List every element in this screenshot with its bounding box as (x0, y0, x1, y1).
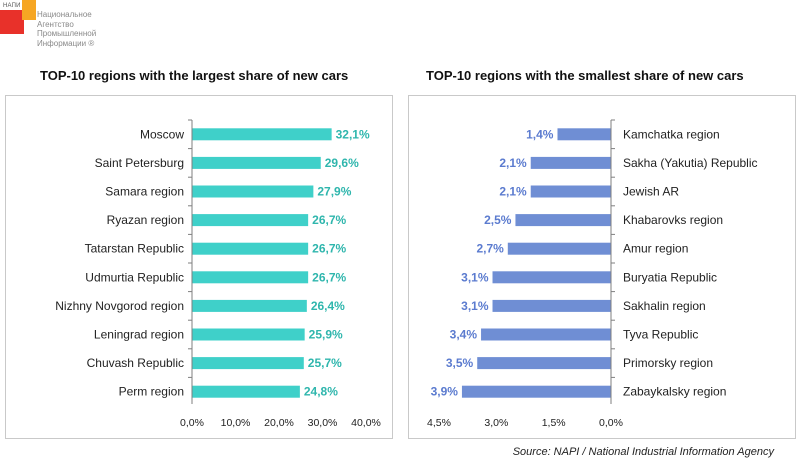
data-label: 3,5% (446, 356, 474, 370)
bar (192, 214, 309, 227)
bar (507, 242, 611, 255)
category-label: Sakhalin region (623, 299, 706, 313)
bar (481, 328, 611, 341)
category-label: Chuvash Republic (87, 356, 184, 370)
category-label: Buryatia Republic (623, 270, 717, 284)
bar (530, 185, 611, 198)
data-label: 25,9% (309, 328, 343, 342)
source-note: Source: NAPI / National Industrial Infor… (512, 446, 774, 458)
logo-text: Национальное Агентство Промышленной Инфо… (37, 10, 96, 48)
bar (492, 299, 611, 312)
data-label: 3,4% (450, 328, 478, 342)
chart-panel-largest: Moscow 32,1% Saint Petersburg 29,6% Samara r… (5, 95, 393, 439)
logo-abbreviation: НАПИ (3, 3, 21, 9)
x-tick-label: 20,0% (264, 417, 294, 429)
chart-title-smallest: TOP-10 regions with the smallest share o… (426, 68, 744, 83)
logo-line: Национальное (37, 10, 92, 19)
bar (192, 299, 307, 312)
data-label: 27,9% (317, 185, 351, 199)
bar (192, 328, 305, 341)
category-label: Sakha (Yakutia) Republic (623, 156, 758, 170)
bar (192, 128, 332, 141)
data-label: 29,6% (325, 156, 359, 170)
data-label: 1,4% (526, 127, 554, 141)
bar (192, 271, 309, 284)
category-label: Jewish AR (623, 185, 679, 199)
x-tick-label: 0,0% (599, 417, 623, 429)
category-label: Leningrad region (94, 328, 184, 342)
category-label: Udmurtia Republic (85, 270, 184, 284)
bar (461, 385, 611, 398)
category-label: Amur region (623, 242, 688, 256)
data-label: 26,7% (312, 270, 346, 284)
data-label: 2,5% (484, 213, 512, 227)
bar (515, 214, 611, 227)
category-label: Nizhny Novgorod region (55, 299, 184, 313)
category-label: Samara region (105, 185, 184, 199)
data-label: 26,7% (312, 242, 346, 256)
data-label: 32,1% (336, 127, 370, 141)
category-label: Moscow (140, 127, 184, 141)
x-tick-label: 10,0% (221, 417, 251, 429)
data-label: 24,8% (304, 385, 338, 399)
category-label: Perm region (119, 385, 184, 399)
category-label: Tyva Republic (623, 328, 698, 342)
logo-orange-square (22, 0, 36, 20)
data-label: 26,4% (311, 299, 345, 313)
data-label: 3,1% (461, 270, 489, 284)
bar (530, 156, 611, 169)
bar (557, 128, 611, 141)
logo-line: Промышленной (37, 29, 97, 38)
logo-line: Информации ® (37, 38, 95, 48)
x-tick-label: 3,0% (484, 417, 508, 429)
category-label: Zabaykalsky region (623, 385, 726, 399)
x-tick-label: 4,5% (427, 417, 451, 429)
bar (192, 385, 300, 398)
chart-title-largest: TOP-10 regions with the largest share of… (40, 68, 349, 83)
chart-panel-smallest: Kamchatka region 1,4% Sakha (Yakutia) Repu… (408, 95, 796, 439)
x-tick-label: 0,0% (180, 417, 204, 429)
bar (492, 271, 611, 284)
data-label: 2,1% (499, 156, 527, 170)
x-tick-label: 30,0% (308, 417, 338, 429)
x-tick-label: 1,5% (542, 417, 566, 429)
x-tick-label: 40,0% (351, 417, 381, 429)
category-label: Ryazan region (107, 213, 184, 227)
bar (192, 156, 321, 169)
data-label: 3,1% (461, 299, 489, 313)
data-label: 3,9% (431, 385, 459, 399)
category-label: Kamchatka region (623, 127, 720, 141)
chart-smallest-share: Kamchatka region 1,4% Sakha (Yakutia) Repu… (427, 119, 758, 429)
category-label: Primorsky region (623, 356, 713, 370)
bar (192, 185, 314, 198)
chart-largest-share: Moscow 32,1% Saint Petersburg 29,6% Samara r… (55, 119, 381, 429)
bar (192, 242, 309, 255)
category-label: Saint Petersburg (95, 156, 184, 170)
logo-red-square (0, 10, 24, 34)
category-label: Tatarstan Republic (85, 242, 184, 256)
data-label: 2,1% (499, 185, 527, 199)
data-label: 26,7% (312, 213, 346, 227)
data-label: 25,7% (308, 356, 342, 370)
bar (192, 357, 304, 370)
napi-logo: НАПИ Национальное Агентство Промышленной… (0, 0, 110, 60)
logo-line: Агентство (37, 19, 74, 29)
bar (477, 357, 611, 370)
category-label: Khabarovks region (623, 213, 723, 227)
data-label: 2,7% (476, 242, 504, 256)
